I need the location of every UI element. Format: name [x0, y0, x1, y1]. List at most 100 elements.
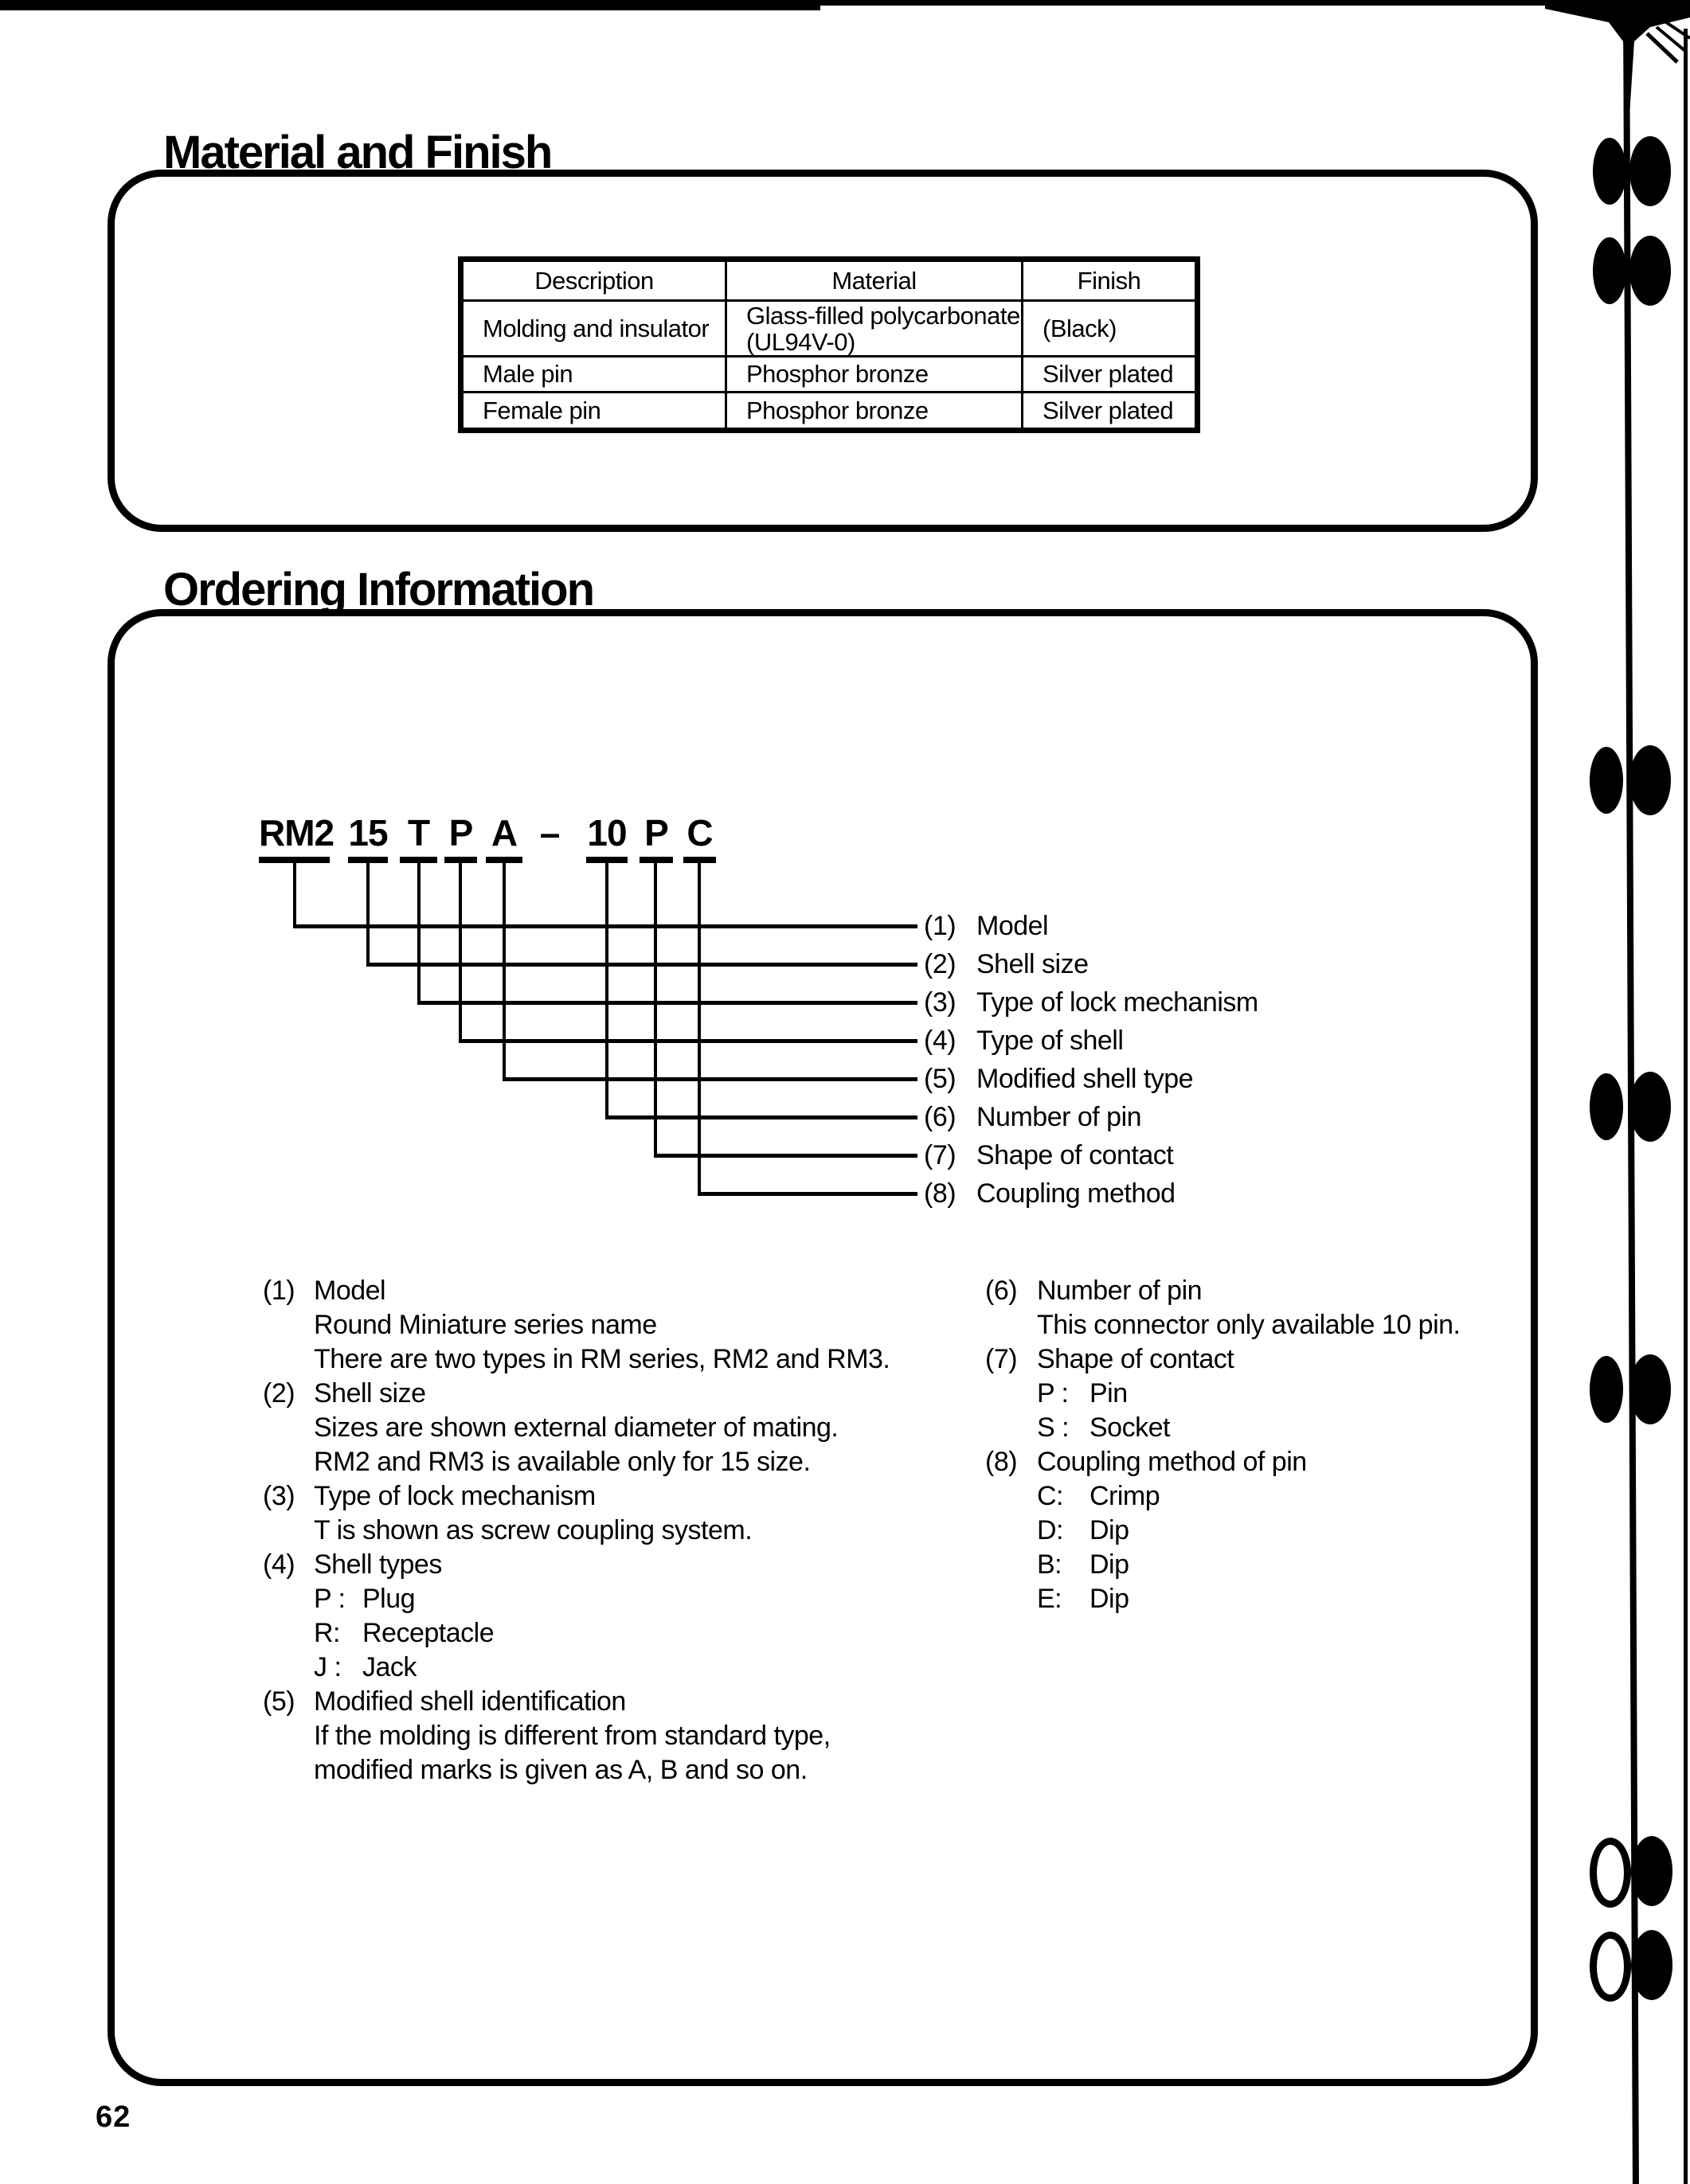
callout-number: (6) [924, 1102, 956, 1132]
part-segment-text: A [491, 812, 518, 854]
note-value: Dip [1090, 1515, 1129, 1545]
binder-ring-icon [1590, 1356, 1623, 1423]
note-marker: (5) [263, 1686, 295, 1717]
part-segment-pin-count: 10 [586, 811, 628, 863]
binder-ring-icon [1629, 1072, 1671, 1142]
page-edge-line [1684, 29, 1688, 2184]
binder-ring-icon [1631, 1836, 1672, 1906]
callout-line [605, 863, 608, 1117]
part-segment-model: RM2 [259, 811, 334, 863]
table-row: Male pin Phosphor bronze Silver plated [460, 355, 1199, 393]
col-header-finish: Finish [1021, 258, 1199, 302]
part-segment-text: C [687, 812, 713, 854]
note-text: There are two types in RM series, RM2 an… [314, 1344, 890, 1374]
segment-underline [486, 857, 522, 863]
cell-material: Glass-filled polycarbonate (UL94V-0) [725, 299, 1023, 357]
segment-underline [640, 857, 673, 863]
callout-line [417, 863, 421, 1002]
material-section-title: Material and Finish [163, 127, 553, 178]
callout-label: Model [976, 911, 1049, 941]
note-value: Receptacle [362, 1618, 495, 1648]
cell-finish: Silver plated [1021, 355, 1199, 393]
callout-line [654, 1154, 917, 1158]
material-finish-table: Description Material Finish Molding and … [458, 256, 1200, 433]
note-text: Model [314, 1276, 386, 1306]
callout-line [366, 963, 917, 967]
binder-ring-icon [1629, 745, 1671, 815]
note-value: Dip [1090, 1549, 1129, 1580]
cell-material: Phosphor bronze [725, 355, 1023, 393]
binder-ring-icon [1590, 1932, 1631, 2002]
callout-number: (5) [924, 1064, 956, 1094]
binder-ring-icon [1590, 1838, 1631, 1908]
cell-material-line2: (UL94V-0) [746, 327, 855, 356]
note-text: T is shown as screw coupling system. [314, 1515, 753, 1545]
material-section-box [108, 170, 1538, 532]
part-segment-contact: P [640, 811, 673, 863]
binder-ring-icon [1629, 136, 1671, 206]
note-key: P : [314, 1584, 346, 1614]
note-value: Dip [1090, 1584, 1129, 1614]
part-segment-text: P [644, 812, 669, 854]
table-row: Molding and insulator Glass-filled polyc… [460, 299, 1199, 357]
callout-number: (7) [924, 1140, 956, 1170]
scan-top-edge-thin [820, 0, 1551, 6]
note-key: S : [1037, 1412, 1070, 1443]
segment-underline [259, 857, 330, 863]
page-number: 62 [96, 2100, 131, 2134]
part-segment-text: 15 [348, 812, 388, 854]
note-text: Modified shell identification [314, 1686, 626, 1717]
callout-label: Shape of contact [976, 1140, 1174, 1170]
note-key: R: [314, 1618, 341, 1648]
part-segment-text: P [448, 812, 474, 854]
note-marker: (2) [263, 1378, 295, 1408]
binder-ring-icon [1629, 1354, 1671, 1424]
cell-finish: Silver plated [1021, 391, 1199, 432]
callout-line [459, 863, 462, 1041]
note-text: Shell size [314, 1378, 426, 1408]
part-segment-text: – [539, 812, 561, 854]
table-header-row: Description Material Finish [460, 258, 1199, 302]
binder-ring-icon [1593, 138, 1626, 205]
cell-finish: (Black) [1021, 299, 1199, 357]
part-segment-text: T [407, 812, 430, 854]
callout-label: Type of shell [976, 1026, 1124, 1056]
callout-line [459, 1039, 917, 1043]
note-key: B: [1037, 1549, 1062, 1580]
binder-ring-icon [1629, 236, 1671, 306]
note-marker: (4) [263, 1549, 295, 1580]
cell-description: Female pin [460, 391, 727, 432]
segment-underline [444, 857, 477, 863]
callout-label: Number of pin [976, 1102, 1142, 1132]
note-key: E: [1037, 1584, 1062, 1614]
note-text: Shape of contact [1037, 1344, 1234, 1374]
cell-description: Molding and insulator [460, 299, 727, 357]
callout-line [654, 863, 657, 1155]
note-value: Socket [1090, 1412, 1170, 1443]
binder-ring-icon [1590, 1073, 1623, 1140]
segment-underline [348, 857, 388, 863]
callout-line [698, 863, 701, 1194]
callout-line [605, 1115, 917, 1119]
note-value: Plug [362, 1584, 416, 1614]
part-segment-modified: A [486, 811, 522, 863]
note-key: D: [1037, 1515, 1064, 1545]
scan-top-edge [0, 0, 820, 10]
note-value: Jack [362, 1652, 417, 1682]
col-header-description: Description [460, 258, 727, 302]
table-row: Female pin Phosphor bronze Silver plated [460, 391, 1199, 432]
callout-line [366, 863, 370, 964]
cell-material-line1: Glass-filled polycarbonate [746, 301, 1020, 330]
callout-number: (2) [924, 949, 956, 979]
callout-line [503, 863, 506, 1079]
callout-number: (4) [924, 1026, 956, 1056]
note-text: modified marks is given as A, B and so o… [314, 1755, 808, 1785]
note-key: J : [314, 1652, 342, 1682]
callout-line [293, 924, 917, 928]
note-text: RM2 and RM3 is available only for 15 siz… [314, 1447, 811, 1477]
callout-label: Type of lock mechanism [976, 987, 1258, 1018]
part-segment-lock: T [400, 811, 437, 863]
note-text: Shell types [314, 1549, 442, 1580]
callout-label: Modified shell type [976, 1064, 1194, 1094]
